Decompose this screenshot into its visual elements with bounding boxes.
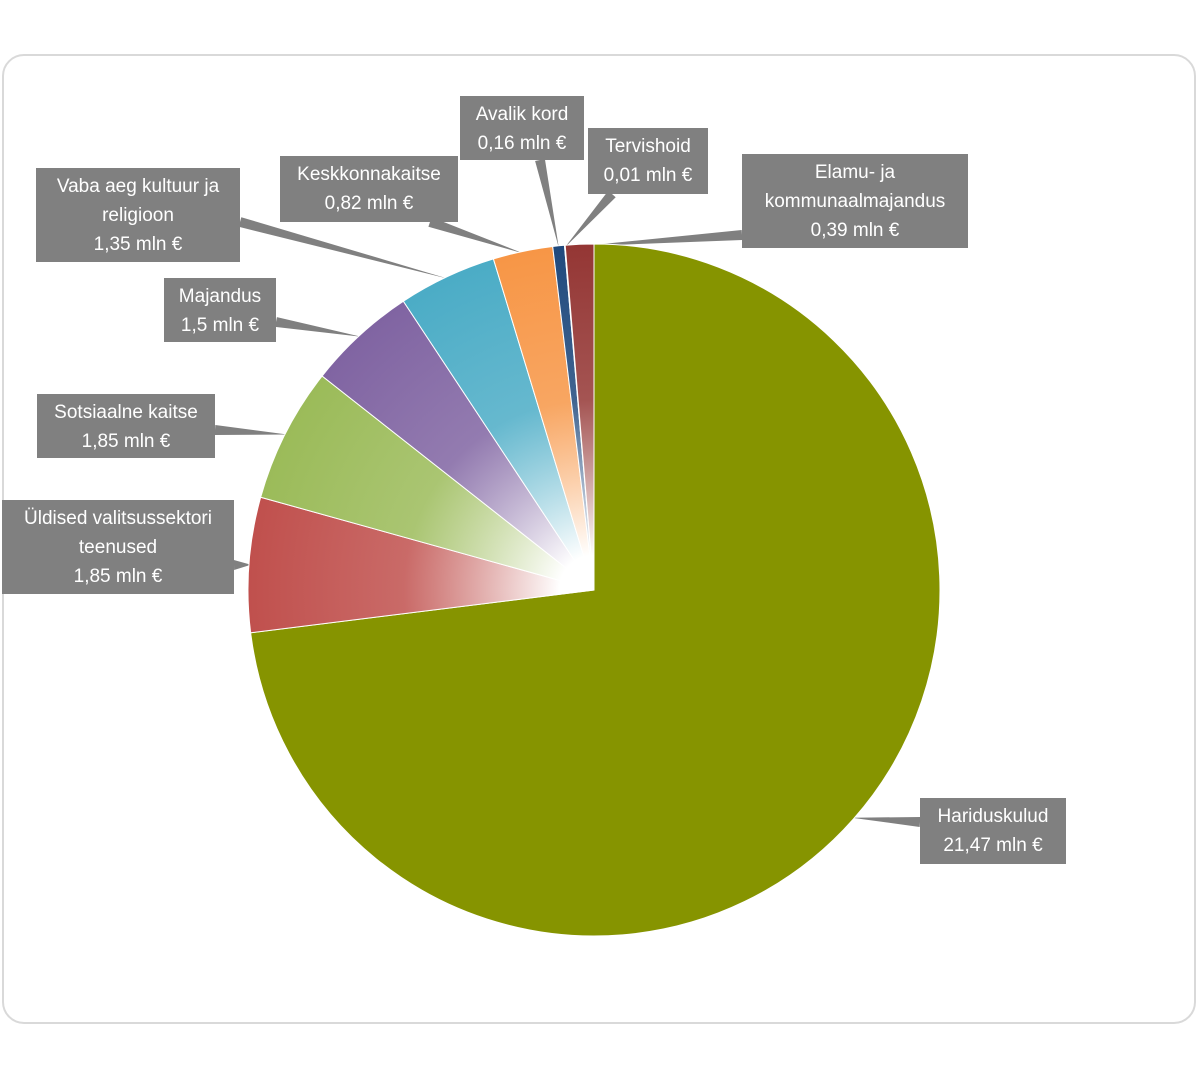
callout-elamu-ja-kommunaalmajandus: Elamu- ja kommunaalmajandus 0,39 mln €: [742, 154, 968, 248]
callout-hariduskulud: Hariduskulud 21,47 mln €: [920, 798, 1066, 864]
callout-label: Elamu- ja kommunaalmajandus: [764, 162, 946, 212]
callout-value: 0,01 mln €: [603, 165, 693, 186]
callout-value: 1,5 mln €: [180, 315, 260, 336]
callout-label: Keskkonnakaitse: [297, 164, 441, 185]
callout-sotsiaalne-kaitse: Sotsiaalne kaitse 1,85 mln €: [37, 394, 215, 458]
callout-value: 1,85 mln €: [81, 431, 171, 452]
callout-tervishoid: Tervishoid 0,01 mln €: [588, 128, 708, 194]
callout-vaba-aeg-kultuur-ja-religioon: Vaba aeg kultuur ja religioon 1,35 mln €: [36, 168, 240, 262]
callout-value: 0,16 mln €: [477, 133, 567, 154]
callout-label: Vaba aeg kultuur ja religioon: [56, 176, 220, 226]
callout-value: 0,82 mln €: [324, 193, 414, 214]
callout-keskkonnakaitse: Keskkonnakaitse 0,82 mln €: [280, 156, 458, 222]
callout-majandus: Majandus 1,5 mln €: [164, 278, 276, 342]
callout-label: Hariduskulud: [937, 806, 1049, 827]
callout-avalik-kord: Avalik kord 0,16 mln €: [460, 96, 584, 160]
callout-value: 1,35 mln €: [93, 234, 183, 255]
callout-label: Sotsiaalne kaitse: [54, 402, 198, 423]
callout-label: Avalik kord: [475, 104, 569, 125]
callout-value: 21,47 mln €: [943, 835, 1043, 856]
callout-label: Majandus: [178, 286, 262, 307]
callout-uldised-valitsussektori-teenused: Üldised valitsussektori teenused 1,85 ml…: [2, 500, 234, 594]
callout-label: Üldised valitsussektori teenused: [24, 508, 212, 558]
callout-value: 1,85 mln €: [73, 566, 163, 587]
callout-label: Tervishoid: [605, 136, 691, 157]
callout-value: 0,39 mln €: [810, 220, 900, 241]
